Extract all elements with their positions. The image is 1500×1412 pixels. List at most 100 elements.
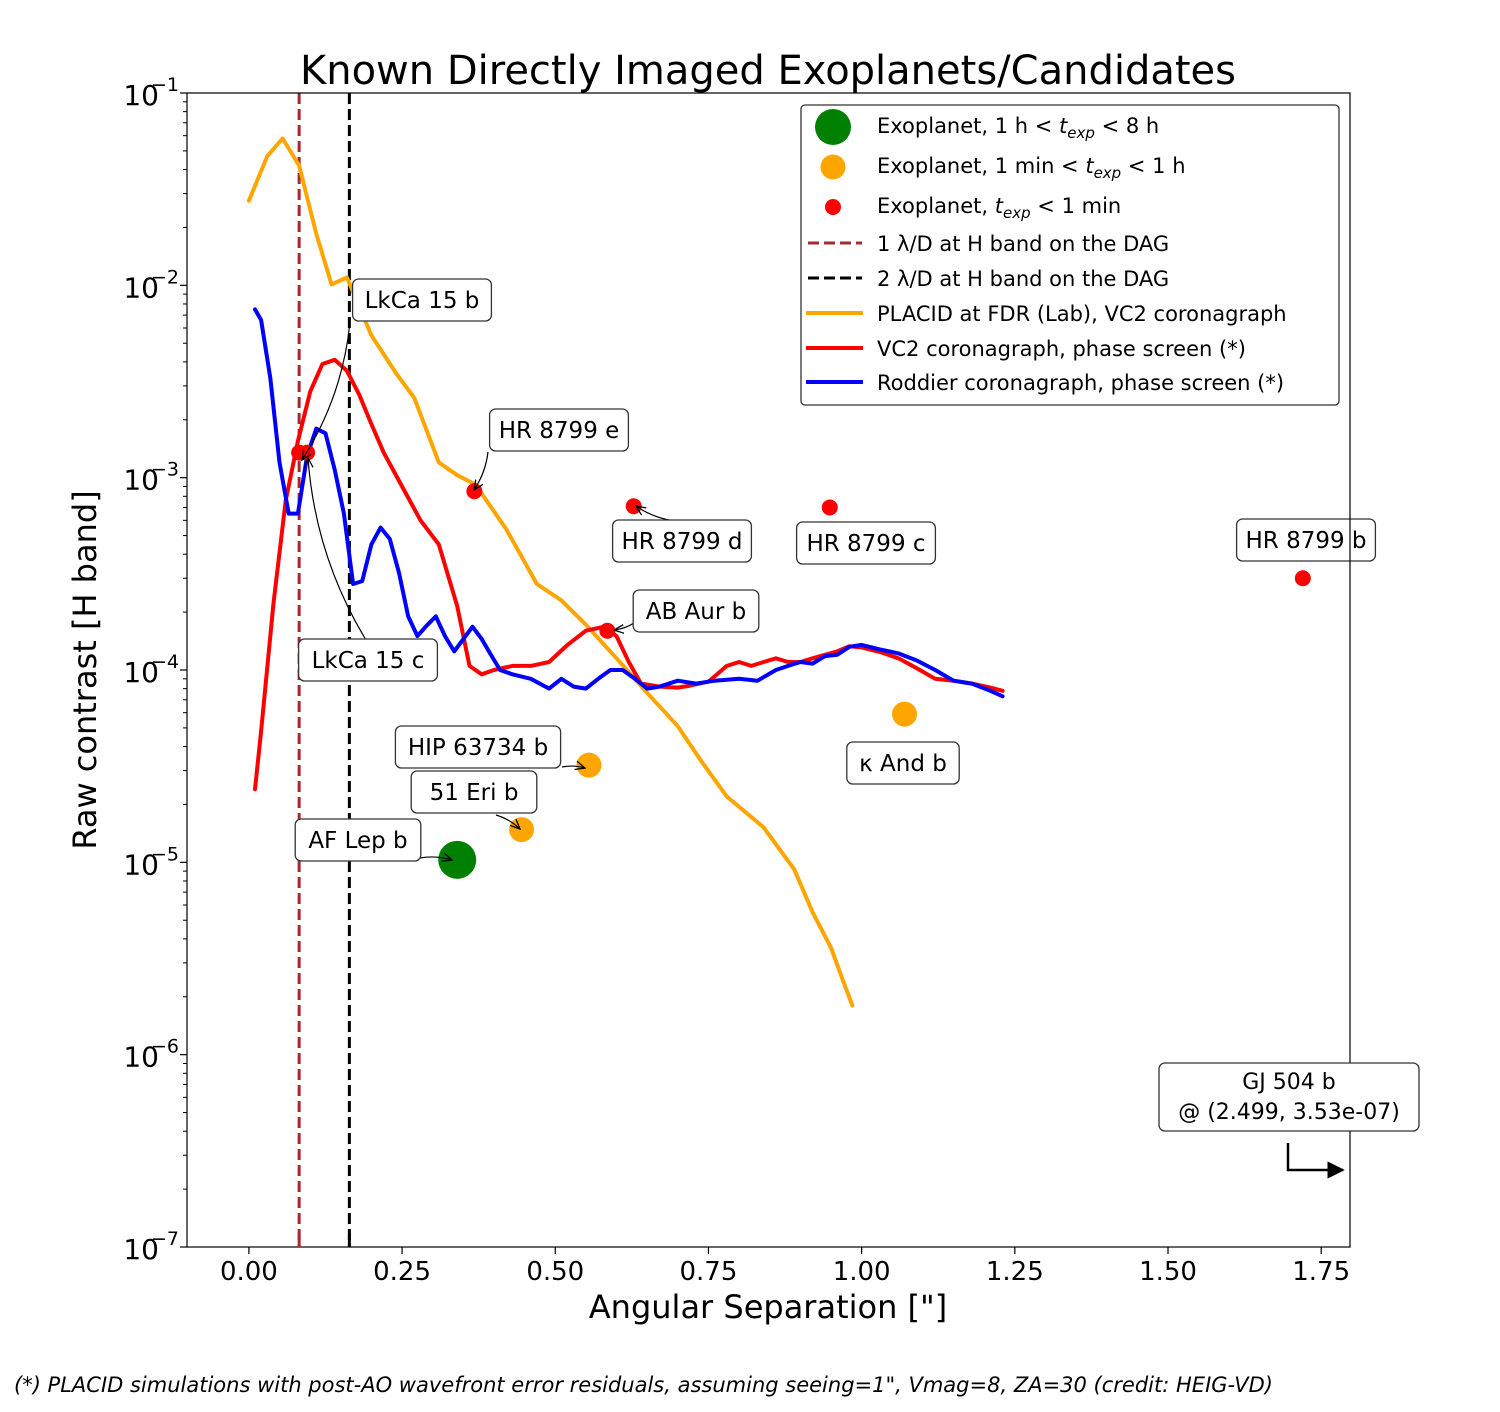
- annotation-arrow: [561, 766, 585, 768]
- annotation-51-eri-b: 51 Eri b: [410, 770, 538, 829]
- series-line-roddier-phase-screen: [253, 307, 1005, 699]
- annotation-lkca-15-c: LkCa 15 c: [297, 458, 439, 682]
- y-tick-exponent: −3: [151, 459, 179, 481]
- legend-entry-vline-2: 2 λ/D at H band on the DAG: [808, 267, 1169, 291]
- x-tick-label: 0.50: [526, 1257, 584, 1287]
- legend-entry-series-2: VC2 coronagraph, phase screen (*): [806, 337, 1246, 361]
- x-tick-label: 0.75: [680, 1257, 738, 1287]
- planet-marker: [821, 499, 838, 516]
- annotation-lkca-15-b: LkCa 15 b: [302, 278, 493, 460]
- annotation-label: HR 8799 b: [1245, 528, 1366, 554]
- annotation-arrow: [636, 506, 676, 522]
- annotation-label: HR 8799 c: [806, 531, 925, 557]
- gj504-label: GJ 504 b: [1242, 1070, 1335, 1095]
- legend-marker-icon: [820, 154, 846, 180]
- annotation-label: HR 8799 e: [499, 418, 620, 444]
- footnote: (*) PLACID simulations with post-AO wave…: [14, 1373, 1273, 1397]
- chart-title: Known Directly Imaged Exoplanets/Candida…: [300, 48, 1236, 94]
- annotation-arrow: [419, 857, 452, 860]
- annotation-ab-aur-b: AB Aur b: [614, 589, 760, 633]
- legend: Exoplanet, 1 h < texp < 8 h Exoplanet, 1 …: [800, 104, 1340, 406]
- annotation-box: [611, 519, 753, 563]
- legend-label: Exoplanet, texp < 1 min: [877, 194, 1121, 222]
- annotation-box: [632, 589, 760, 633]
- legend-entry-series-1: PLACID at FDR (Lab), VC2 coronagraph: [806, 302, 1287, 326]
- annotation-box: [1235, 518, 1377, 562]
- annotation-box: [394, 725, 562, 769]
- x-tick-label: 1.50: [1139, 1257, 1197, 1287]
- annotation-arrow: [302, 321, 351, 460]
- x-tick-label: 1.00: [833, 1257, 891, 1287]
- annotation-arrow: [308, 458, 367, 641]
- legend-label: PLACID at FDR (Lab), VC2 coronagraph: [877, 302, 1287, 326]
- legend-label: 2 λ/D at H band on the DAG: [877, 267, 1169, 291]
- annotation-label: LkCa 15 c: [312, 648, 425, 674]
- annotation-arrow: [614, 622, 635, 630]
- y-axis-label: Raw contrast [H band]: [66, 490, 104, 849]
- annotation-box: [795, 521, 937, 565]
- legend-entry-vline-1: 1 λ/D at H band on the DAG: [808, 232, 1169, 256]
- annotation-box: [846, 741, 960, 785]
- planet-marker: [576, 752, 602, 778]
- annotation-af-lep-b: AF Lep b: [294, 818, 452, 862]
- annotation-box: [297, 638, 439, 682]
- y-axis: 10−110−210−310−410−510−610−7: [123, 74, 187, 1266]
- x-tick-label: 0.25: [373, 1257, 431, 1287]
- planet-marker: [438, 840, 477, 879]
- legend-marker-icon: [815, 109, 851, 145]
- y-tick-label: 10: [123, 656, 159, 689]
- legend-label: Exoplanet, 1 h < texp < 8 h: [877, 114, 1159, 142]
- x-axis: 0.00 0.25 0.50 0.75 1.00 1.25 1.50 1.75: [220, 1233, 1350, 1287]
- y-tick-label: 10: [123, 1233, 159, 1266]
- legend-entry-marker-1: Exoplanet, 1 h < texp < 8 h: [815, 109, 1159, 145]
- y-tick-exponent: −4: [151, 651, 179, 673]
- annotation-label: 51 Eri b: [430, 780, 519, 806]
- annotation-box: [488, 408, 630, 452]
- planet-marker: [625, 498, 642, 515]
- annotation-hr-8799-c: HR 8799 c: [795, 521, 937, 565]
- annotation-hr-8799-d: HR 8799 d: [611, 506, 753, 563]
- legend-label: Roddier coronagraph, phase screen (*): [877, 371, 1284, 395]
- annotation-label: HIP 63734 b: [408, 735, 548, 761]
- y-tick-exponent: −2: [151, 266, 179, 288]
- gj504-box: [1158, 1062, 1420, 1132]
- annotation-box: [294, 818, 422, 862]
- legend-entry-series-3: Roddier coronagraph, phase screen (*): [806, 371, 1284, 395]
- annotations: LkCa 15 b LkCa 15 c HR 8799 e HR 8799 d HR 8…: [294, 278, 1377, 862]
- y-tick-exponent: −5: [151, 843, 179, 865]
- planet-marker: [466, 483, 483, 500]
- x-axis-label: Angular Separation ["]: [589, 1288, 947, 1326]
- planet-marker: [1294, 570, 1311, 587]
- y-tick-label: 10: [123, 271, 159, 304]
- y-tick-exponent: −1: [151, 74, 179, 96]
- legend-marker-icon: [825, 199, 841, 215]
- y-tick-label: 10: [123, 848, 159, 881]
- annotation-label: LkCa 15 b: [365, 288, 480, 314]
- planet-marker: [509, 817, 535, 843]
- legend-label: VC2 coronagraph, phase screen (*): [877, 337, 1246, 361]
- annotation-and-b: κ And b: [846, 741, 960, 785]
- annotation-hip-63734-b: HIP 63734 b: [394, 725, 585, 769]
- x-tick-label: 1.25: [986, 1257, 1044, 1287]
- y-tick-label: 10: [123, 464, 159, 497]
- legend-entry-marker-3: Exoplanet, texp < 1 min: [825, 194, 1121, 222]
- plot-area: [246, 93, 1311, 1247]
- gj504-annotation: GJ 504 b @ (2.499, 3.53e-07): [1158, 1062, 1420, 1179]
- annotation-arrow: [474, 451, 489, 490]
- legend-label: Exoplanet, 1 min < texp < 1 h: [877, 154, 1186, 182]
- legend-label: 1 λ/D at H band on the DAG: [877, 232, 1169, 256]
- annotation-box: [351, 278, 493, 322]
- annotation-label: HR 8799 d: [621, 529, 742, 555]
- gj504-coordinates: @ (2.499, 3.53e-07): [1178, 1100, 1400, 1125]
- planet-marker: [892, 701, 918, 727]
- y-tick-exponent: −7: [151, 1228, 179, 1250]
- x-tick-label: 0.00: [220, 1257, 278, 1287]
- annotation-hr-8799-e: HR 8799 e: [474, 408, 630, 490]
- offscale-arrow-icon: [1286, 1143, 1345, 1179]
- legend-entry-marker-2: Exoplanet, 1 min < texp < 1 h: [820, 154, 1186, 182]
- annotation-arrow: [495, 814, 520, 829]
- legend-box: [800, 104, 1340, 406]
- annotation-hr-8799-b: HR 8799 b: [1235, 518, 1377, 562]
- annotation-box: [410, 770, 538, 814]
